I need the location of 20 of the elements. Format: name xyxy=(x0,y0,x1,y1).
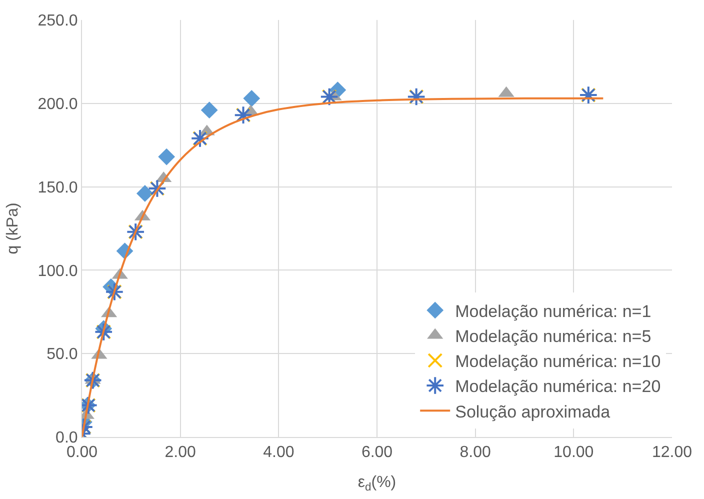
y-tick-label: 200.0 xyxy=(38,96,78,113)
x-tick-label: 10.00 xyxy=(554,444,594,462)
y-tick-label: 250.0 xyxy=(38,12,78,30)
y-axis-title: q (kPa) xyxy=(4,202,22,254)
legend-label: Modelação numérica: n=5 xyxy=(455,326,652,346)
legend-label: Modelação numérica: n=20 xyxy=(455,377,661,396)
x-tick-label: 8.00 xyxy=(460,444,491,462)
x-tick-label: 4.00 xyxy=(263,444,294,462)
legend-label: Modelação numérica: n=10 xyxy=(455,352,661,372)
y-tick-label: 0.0 xyxy=(56,430,78,447)
x-tick-label: 0.00 xyxy=(66,444,98,462)
y-tick-label: 150.0 xyxy=(38,179,78,196)
x-tick-label: 12.00 xyxy=(652,444,692,462)
x-tick-label: 2.00 xyxy=(164,444,196,462)
y-tick-label: 50.0 xyxy=(46,346,78,364)
x-tick-label: 6.00 xyxy=(361,444,393,462)
x-axis-title: ε$_{d}$(%) xyxy=(358,474,396,494)
legend-label: Modelação numérica: n=1 xyxy=(455,302,652,321)
y-tick-label: 100.0 xyxy=(38,262,78,280)
legend-label: Solução aproximada xyxy=(455,402,611,422)
